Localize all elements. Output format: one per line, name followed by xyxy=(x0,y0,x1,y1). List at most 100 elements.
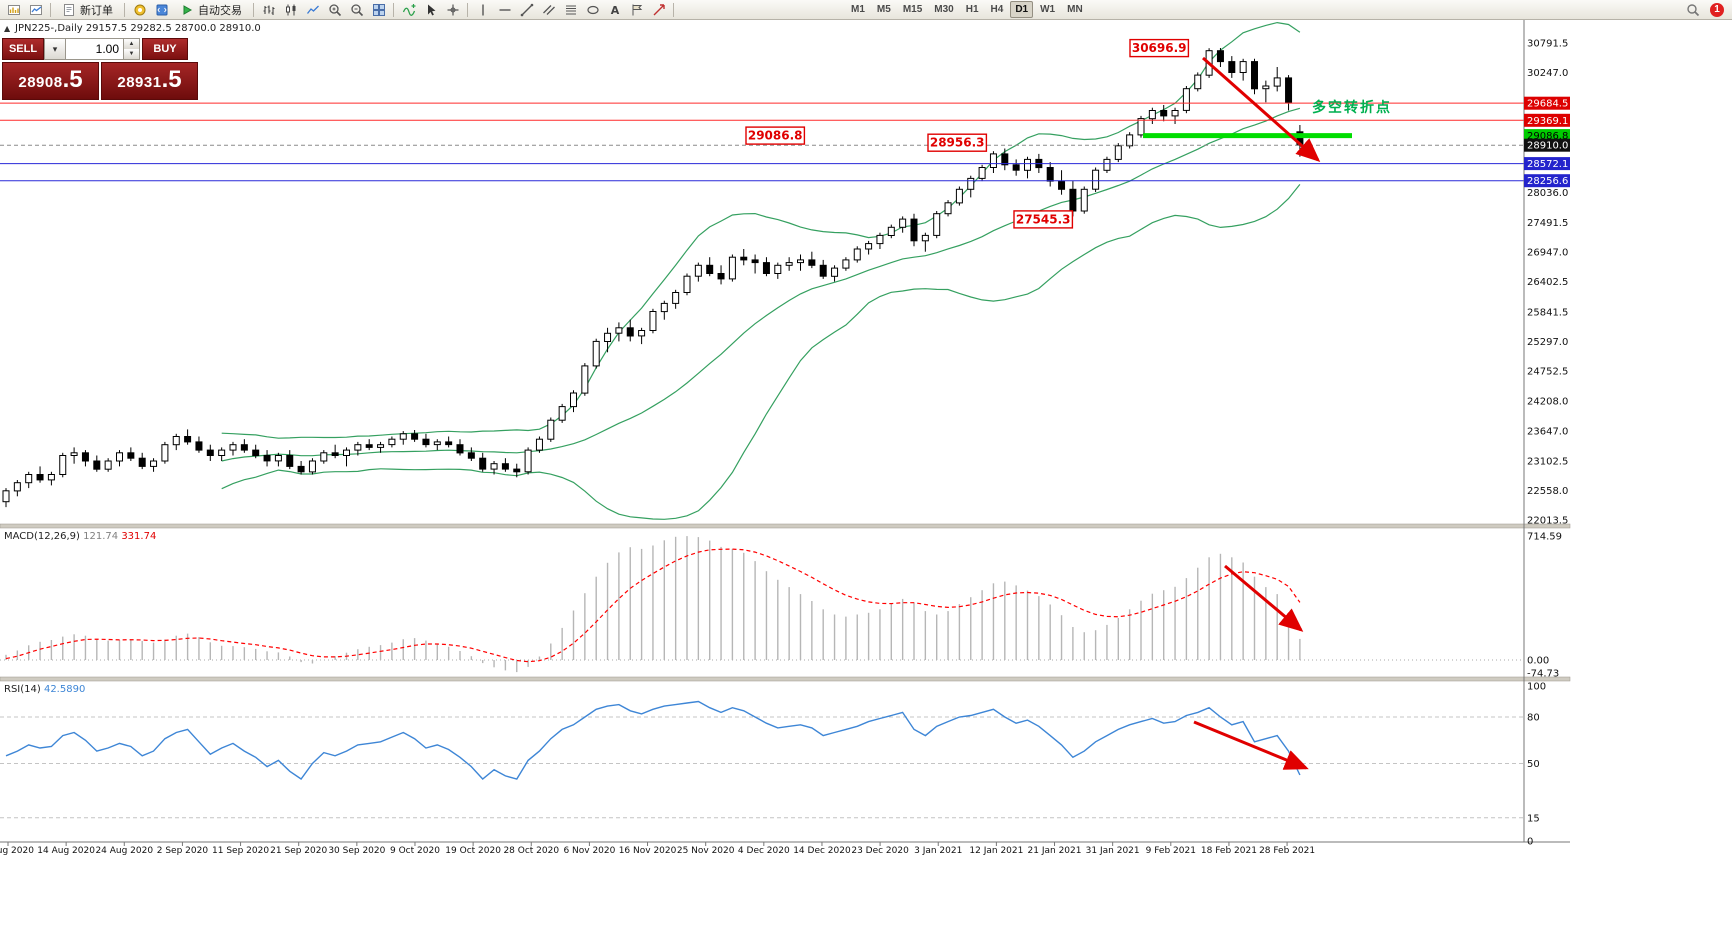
trend-arrow[interactable] xyxy=(1202,56,1321,162)
candle-body xyxy=(138,457,146,467)
crosshair-button[interactable] xyxy=(442,1,463,19)
toolbar-separator xyxy=(50,2,51,17)
indicators-icon xyxy=(402,3,415,16)
rsi-axis-label: 0 xyxy=(1527,837,1533,848)
rsi-panel xyxy=(0,700,1524,819)
candle-body xyxy=(615,327,623,334)
chart-title: JPN225-,Daily 29157.5 29282.5 28700.0 28… xyxy=(14,23,261,34)
buy-button[interactable]: BUY xyxy=(142,38,188,60)
volume-input[interactable] xyxy=(66,38,124,60)
candle-body xyxy=(388,438,396,446)
candle-body xyxy=(626,327,634,337)
candle-body xyxy=(1239,61,1247,73)
trend-arrow[interactable] xyxy=(1193,720,1309,770)
search-button[interactable] xyxy=(1682,1,1703,19)
vertical-line-button[interactable] xyxy=(472,1,493,19)
shapes-button[interactable] xyxy=(582,1,603,19)
zoom-in-icon xyxy=(328,3,341,16)
trendline-icon xyxy=(520,3,533,16)
buy-price-button[interactable]: 28931.5 xyxy=(101,62,198,100)
candle-body xyxy=(899,218,907,228)
candle-body xyxy=(1228,61,1236,73)
channel-button[interactable] xyxy=(538,1,559,19)
zoom-out-button[interactable] xyxy=(346,1,367,19)
candle-body xyxy=(1194,74,1202,90)
toolbar-separator xyxy=(124,2,125,17)
candle-body xyxy=(1080,188,1088,212)
panel-separator[interactable] xyxy=(0,676,1571,682)
candle-body xyxy=(308,460,316,473)
candle-body xyxy=(161,444,169,462)
autotrading-icon xyxy=(183,4,193,15)
x-axis-label: 9 Oct 2020 xyxy=(390,846,440,856)
timeframe-w1-button[interactable]: W1 xyxy=(1035,1,1060,18)
indicators-button[interactable] xyxy=(398,1,419,19)
timeframe-m30-button[interactable]: M30 xyxy=(929,1,958,18)
tile-windows-button[interactable] xyxy=(368,1,389,19)
buy-price-decimal: .5 xyxy=(161,66,182,93)
crosshair-icon xyxy=(447,4,458,15)
metaeditor-button[interactable] xyxy=(151,1,172,19)
panel-separator[interactable] xyxy=(0,523,1571,529)
new-chart-button[interactable] xyxy=(3,1,24,19)
timeframe-m5-button[interactable]: M5 xyxy=(872,1,896,18)
notification-badge[interactable]: 1 xyxy=(1710,2,1724,17)
text-button[interactable]: A xyxy=(604,1,625,19)
new-order-button[interactable]: 新订单 xyxy=(55,1,120,19)
x-axis-label: 2 Sep 2020 xyxy=(157,846,209,856)
x-axis-label: 9 Feb 2021 xyxy=(1146,846,1196,856)
timeframe-mn-button[interactable]: MN xyxy=(1062,1,1088,18)
x-axis-label: 14 Dec 2020 xyxy=(793,846,851,856)
line-chart-mode-button[interactable] xyxy=(302,1,323,19)
trend-arrow[interactable] xyxy=(1224,564,1304,632)
candle-body xyxy=(774,264,782,274)
search-icon xyxy=(1686,3,1699,16)
timeframe-m1-button[interactable]: M1 xyxy=(846,1,870,18)
trade-panel-prices: 28908.5 28931.5 xyxy=(2,62,198,100)
price-annotation-box[interactable] xyxy=(1129,38,1190,58)
expert-advisors-button[interactable] xyxy=(129,1,150,19)
candle-body xyxy=(229,444,237,451)
x-axis-label: 25 Nov 2020 xyxy=(677,846,735,856)
sell-price-button[interactable]: 28908.5 xyxy=(2,62,99,100)
timeframe-m15-button[interactable]: M15 xyxy=(898,1,927,18)
volume-down-icon[interactable]: ▼ xyxy=(124,49,139,59)
bollinger-band xyxy=(221,107,1301,462)
macd-panel xyxy=(0,536,1524,673)
candle-body xyxy=(581,365,589,394)
volume-stepper[interactable]: ▲ ▼ xyxy=(124,38,140,60)
candle-body xyxy=(842,259,850,269)
window-collapse-marker[interactable]: ▲ xyxy=(4,24,11,33)
timeframe-h1-button[interactable]: H1 xyxy=(961,1,984,18)
price-annotation-box[interactable] xyxy=(927,133,988,152)
price-tag xyxy=(1524,138,1570,152)
timeframe-d1-button[interactable]: D1 xyxy=(1010,1,1034,18)
candlestick-mode-button[interactable] xyxy=(280,1,301,19)
y-axis-label: 24752.5 xyxy=(1527,367,1568,378)
bar-chart-mode-button[interactable] xyxy=(258,1,279,19)
sell-button[interactable]: SELL xyxy=(2,38,44,60)
arrows-tool-button[interactable] xyxy=(648,1,669,19)
price-annotation-box[interactable] xyxy=(1013,210,1074,229)
y-axis-label: 25841.5 xyxy=(1527,308,1568,319)
candle-body xyxy=(422,438,430,446)
price-tag xyxy=(1524,157,1570,171)
candle-body xyxy=(728,256,736,280)
trendline-button[interactable] xyxy=(516,1,537,19)
volume-dropdown[interactable]: ▾ xyxy=(44,38,66,60)
timeframe-h4-button[interactable]: H4 xyxy=(986,1,1009,18)
candle-body xyxy=(377,444,385,448)
candle-body xyxy=(683,275,691,294)
price-annotation-box[interactable] xyxy=(745,126,806,145)
horizontal-line-button[interactable] xyxy=(494,1,515,19)
fibonacci-button[interactable] xyxy=(560,1,581,19)
autotrading-button[interactable]: 自动交易 xyxy=(173,1,249,19)
chart-profiles-button[interactable] xyxy=(25,1,46,19)
zoom-in-button[interactable] xyxy=(324,1,345,19)
cursor-button[interactable] xyxy=(420,1,441,19)
rsi-axis-label: 15 xyxy=(1527,813,1540,824)
volume-up-icon[interactable]: ▲ xyxy=(124,39,139,49)
label-button[interactable] xyxy=(626,1,647,19)
cursor-icon xyxy=(427,4,435,15)
candle-body xyxy=(433,441,441,446)
